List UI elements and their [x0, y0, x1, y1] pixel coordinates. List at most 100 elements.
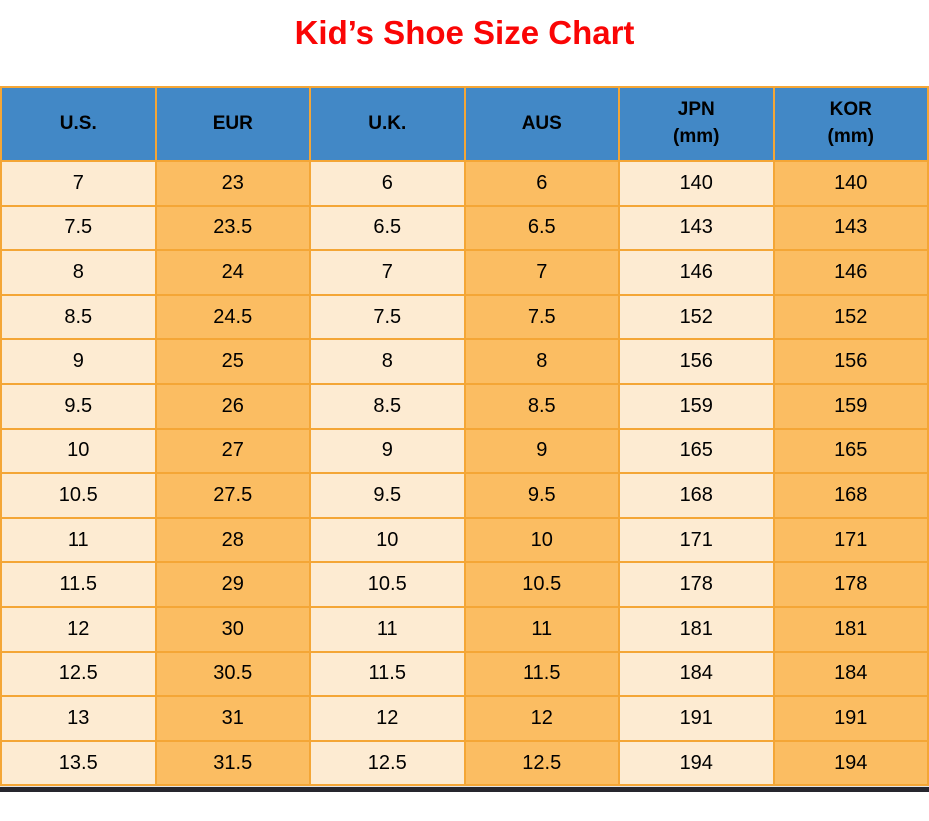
table-cell: 12.5 [0, 650, 157, 698]
table-cell: 9.5 [0, 382, 157, 430]
table-cell: 27 [154, 427, 311, 475]
table-cell: 143 [618, 204, 775, 252]
table-cell: 146 [618, 249, 775, 296]
table-cell: 165 [618, 427, 775, 475]
table-cell: 156 [772, 338, 929, 385]
table-cell: 11 [463, 605, 620, 653]
table-row: 7.5 23.5 6.5 6.5 143 143 [0, 204, 929, 252]
table-cell: 7.5 [463, 293, 620, 341]
table-row: 8 24 7 7 146 146 [0, 249, 929, 296]
table-cell: 12 [463, 695, 620, 742]
table-cell: 6 [309, 160, 466, 207]
table-cell: 178 [618, 561, 775, 608]
table-row: 9 25 8 8 156 156 [0, 338, 929, 385]
table-cell: 13.5 [0, 739, 157, 787]
table-cell: 8.5 [463, 382, 620, 430]
table-cell: 6.5 [463, 204, 620, 252]
column-header-kor: KOR (mm) [772, 86, 929, 162]
table-cell: 11 [0, 516, 157, 564]
table-cell: 11 [309, 605, 466, 653]
column-header-us: U.S. [0, 86, 157, 162]
table-cell: 28 [154, 516, 311, 564]
table-row: 12.5 30.5 11.5 11.5 184 184 [0, 650, 929, 698]
table-header: U.S. EUR U.K. AUS JPN (mm) KOR (mm) [0, 86, 929, 162]
table-cell: 7 [309, 249, 466, 296]
table-cell: 152 [618, 293, 775, 341]
table-cell: 23 [154, 160, 311, 207]
table-cell: 27.5 [154, 472, 311, 519]
table-cell: 10 [0, 427, 157, 475]
table-cell: 11.5 [309, 650, 466, 698]
table-cell: 191 [618, 695, 775, 742]
table-row: 12 30 11 11 181 181 [0, 605, 929, 653]
table-cell: 9.5 [463, 472, 620, 519]
table-cell: 194 [618, 739, 775, 787]
table-cell: 10 [309, 516, 466, 564]
table-cell: 10.5 [0, 472, 157, 519]
table-cell: 11.5 [463, 650, 620, 698]
table-cell: 140 [772, 160, 929, 207]
table-cell: 10.5 [309, 561, 466, 608]
table-row: 10.5 27.5 9.5 9.5 168 168 [0, 472, 929, 519]
table-cell: 6 [463, 160, 620, 207]
table-row: 9.5 26 8.5 8.5 159 159 [0, 382, 929, 430]
table-cell: 9 [0, 338, 157, 385]
column-header-label: JPN [677, 99, 715, 121]
table-cell: 8 [463, 338, 620, 385]
table-cell: 165 [772, 427, 929, 475]
table-cell: 181 [618, 605, 775, 653]
table-cell: 24 [154, 249, 311, 296]
table-cell: 13 [0, 695, 157, 742]
table-cell: 143 [772, 204, 929, 252]
column-header-label: U.K. [368, 112, 407, 134]
page-title: Kid’s Shoe Size Chart [294, 14, 635, 51]
table-cell: 156 [618, 338, 775, 385]
table-cell: 7 [0, 160, 157, 207]
table-row: 11 28 10 10 171 171 [0, 516, 929, 564]
table-cell: 146 [772, 249, 929, 296]
table-cell: 25 [154, 338, 311, 385]
table-cell: 171 [772, 516, 929, 564]
table-cell: 12 [309, 695, 466, 742]
table-cell: 159 [618, 382, 775, 430]
table-cell: 26 [154, 382, 311, 430]
table-row: 13 31 12 12 191 191 [0, 695, 929, 742]
table-cell: 184 [618, 650, 775, 698]
table-cell: 7.5 [309, 293, 466, 341]
table-row: 8.5 24.5 7.5 7.5 152 152 [0, 293, 929, 341]
table-row: 10 27 9 9 165 165 [0, 427, 929, 475]
column-header-label: U.S. [59, 112, 97, 134]
table-cell: 9.5 [309, 472, 466, 519]
table-cell: 30 [154, 605, 311, 653]
shoe-size-table: U.S. EUR U.K. AUS JPN (mm) KOR (mm) 7 23 6 6 140 140… [0, 86, 929, 787]
table-cell: 29 [154, 561, 311, 608]
table-cell: 10 [463, 516, 620, 564]
table-cell: 140 [618, 160, 775, 207]
table-cell: 31.5 [154, 739, 311, 787]
table-cell: 30.5 [154, 650, 311, 698]
table-cell: 168 [618, 472, 775, 519]
column-header-label: KOR [829, 99, 872, 121]
table-cell: 12.5 [463, 739, 620, 787]
table-cell: 9 [309, 427, 466, 475]
table-cell: 191 [772, 695, 929, 742]
table-cell: 171 [618, 516, 775, 564]
table-cell: 181 [772, 605, 929, 653]
table-row: 7 23 6 6 140 140 [0, 160, 929, 207]
table-cell: 12 [0, 605, 157, 653]
column-header-uk: U.K. [309, 86, 466, 162]
table-cell: 8.5 [0, 293, 157, 341]
header-row: U.S. EUR U.K. AUS JPN (mm) KOR (mm) [0, 86, 929, 162]
table-cell: 152 [772, 293, 929, 341]
table-cell: 184 [772, 650, 929, 698]
column-header-jpn: JPN (mm) [618, 86, 775, 162]
column-header-unit: (mm) [827, 126, 874, 147]
table-cell: 11.5 [0, 561, 157, 608]
column-header-label: EUR [212, 112, 253, 134]
table-cell: 8 [309, 338, 466, 385]
table-cell: 194 [772, 739, 929, 787]
table-cell: 159 [772, 382, 929, 430]
table-bottom-border [0, 786, 929, 793]
column-header-label: AUS [521, 112, 562, 134]
